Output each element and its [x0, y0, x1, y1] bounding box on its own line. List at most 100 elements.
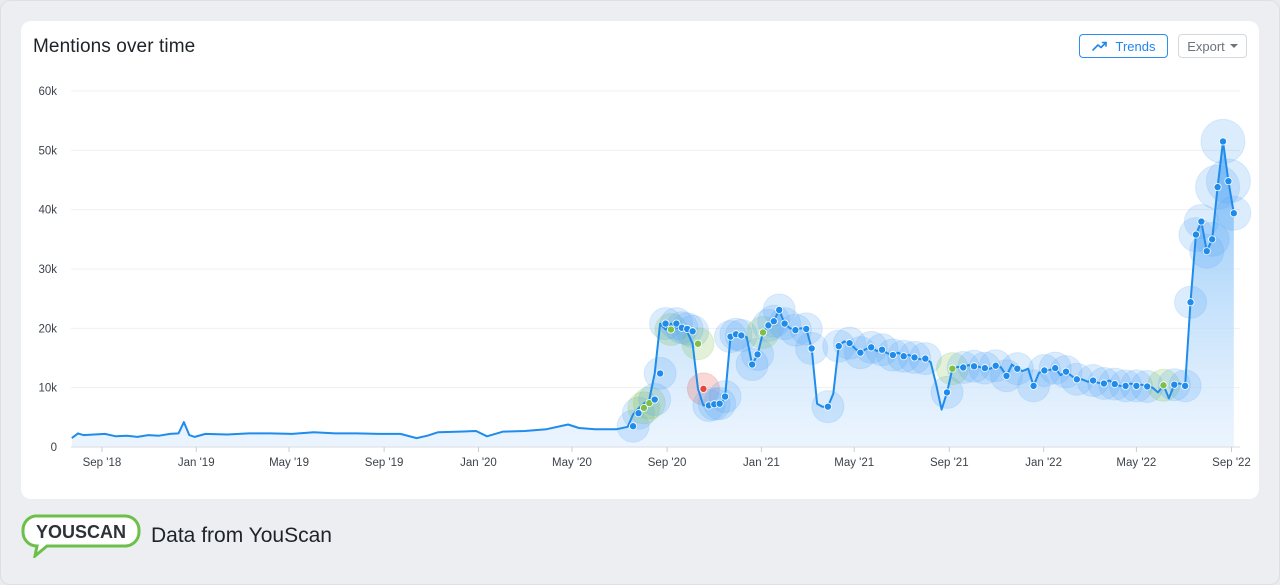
- y-tick-label: 40k: [38, 205, 57, 217]
- card-title: Mentions over time: [33, 36, 196, 57]
- data-point[interactable]: [737, 331, 746, 340]
- data-point[interactable]: [780, 319, 789, 328]
- data-point[interactable]: [959, 363, 968, 372]
- x-tick-label: Sep '18: [83, 457, 122, 469]
- data-point[interactable]: [634, 409, 643, 418]
- data-point[interactable]: [1062, 367, 1071, 376]
- data-point[interactable]: [1159, 381, 1168, 390]
- x-tick-label: May '21: [834, 457, 874, 469]
- data-point[interactable]: [802, 324, 811, 333]
- data-point[interactable]: [1224, 177, 1233, 186]
- data-point[interactable]: [694, 339, 703, 348]
- data-point[interactable]: [769, 317, 778, 326]
- mentions-chart: 0 10k 20k 30k 40k 50k 60k Sep '18 Jan '19 May '19…: [38, 86, 1252, 469]
- x-tick-label: Jan '22: [1025, 457, 1062, 469]
- data-point[interactable]: [888, 351, 897, 360]
- data-point[interactable]: [764, 321, 773, 330]
- caret-down-icon: [1229, 44, 1238, 48]
- data-point[interactable]: [1143, 382, 1152, 391]
- data-point[interactable]: [856, 348, 865, 357]
- data-point[interactable]: [834, 342, 843, 351]
- data-point[interactable]: [1089, 376, 1098, 385]
- data-point[interactable]: [1208, 235, 1217, 244]
- data-point[interactable]: [807, 344, 816, 353]
- data-point[interactable]: [970, 362, 979, 371]
- data-point[interactable]: [991, 361, 1000, 370]
- chart-grid: [71, 90, 1240, 389]
- data-point[interactable]: [775, 305, 784, 314]
- y-tick-label: 50k: [38, 145, 57, 157]
- x-tick-label: May '19: [269, 457, 309, 469]
- chart-bubbles: [616, 118, 1252, 443]
- data-point[interactable]: [1170, 380, 1179, 389]
- data-point[interactable]: [1029, 381, 1038, 390]
- footer: YOUSCAN Data from YouScan: [21, 514, 332, 558]
- data-point[interactable]: [758, 328, 767, 337]
- data-point[interactable]: [948, 364, 957, 373]
- data-point[interactable]: [980, 364, 989, 373]
- data-point[interactable]: [1132, 381, 1141, 390]
- y-tick-label: 20k: [38, 323, 57, 335]
- data-point[interactable]: [666, 325, 675, 334]
- data-point[interactable]: [1229, 209, 1238, 218]
- data-point[interactable]: [1051, 364, 1060, 373]
- data-point[interactable]: [656, 369, 665, 378]
- data-point[interactable]: [942, 388, 951, 397]
- data-point[interactable]: [699, 384, 708, 393]
- x-tick-label: May '22: [1116, 457, 1156, 469]
- y-tick-label: 60k: [38, 86, 57, 98]
- export-dropdown-label: Export: [1187, 38, 1225, 54]
- data-point[interactable]: [1191, 230, 1200, 239]
- data-point[interactable]: [1197, 217, 1206, 226]
- data-point[interactable]: [791, 326, 800, 335]
- data-point[interactable]: [1186, 298, 1195, 307]
- data-point[interactable]: [650, 395, 659, 404]
- data-point[interactable]: [721, 392, 730, 401]
- y-tick-label: 10k: [38, 383, 57, 395]
- x-tick-label: Sep '22: [1212, 457, 1251, 469]
- data-point[interactable]: [748, 360, 757, 369]
- data-point[interactable]: [845, 339, 854, 348]
- data-point[interactable]: [715, 399, 724, 408]
- data-point[interactable]: [1013, 364, 1022, 373]
- data-point[interactable]: [629, 422, 638, 431]
- export-dropdown[interactable]: Export: [1178, 34, 1247, 58]
- data-point[interactable]: [878, 345, 887, 354]
- data-point[interactable]: [1110, 380, 1119, 389]
- chart-dots: [629, 137, 1238, 431]
- youscan-logo: YOUSCAN: [21, 514, 141, 558]
- x-tick-label: Sep '20: [648, 457, 687, 469]
- x-tick-label: Sep '19: [365, 457, 404, 469]
- youscan-logo-text: YOUSCAN: [36, 522, 126, 542]
- y-tick-label: 0: [51, 442, 57, 454]
- data-point[interactable]: [1218, 137, 1227, 146]
- x-tick-label: Jan '20: [460, 457, 497, 469]
- x-tick-label: May '20: [552, 457, 592, 469]
- data-point[interactable]: [1072, 375, 1081, 384]
- x-tick-label: Jan '19: [178, 457, 215, 469]
- data-point[interactable]: [1099, 379, 1108, 388]
- data-point[interactable]: [1040, 366, 1049, 375]
- data-point[interactable]: [753, 350, 762, 359]
- data-source-text: Data from YouScan: [151, 524, 332, 547]
- x-tick-label: Sep '21: [930, 457, 969, 469]
- data-point[interactable]: [1002, 371, 1011, 380]
- trends-button-label: Trends: [1115, 38, 1156, 54]
- trend-line-icon: [1091, 41, 1107, 51]
- chart-axes: 0 10k 20k 30k 40k 50k 60k Sep '18 Jan '19 May '19…: [38, 86, 1250, 469]
- data-point[interactable]: [921, 354, 930, 363]
- data-point[interactable]: [867, 343, 876, 352]
- trends-button[interactable]: Trends: [1079, 34, 1168, 58]
- x-tick-label: Jan '21: [743, 457, 780, 469]
- data-point[interactable]: [899, 352, 908, 361]
- data-point[interactable]: [910, 353, 919, 362]
- data-point[interactable]: [823, 402, 832, 411]
- data-point[interactable]: [672, 319, 681, 328]
- data-point[interactable]: [1181, 381, 1190, 390]
- data-point[interactable]: [1121, 381, 1130, 390]
- data-point[interactable]: [639, 403, 648, 412]
- data-point[interactable]: [1213, 183, 1222, 192]
- data-point[interactable]: [661, 319, 670, 328]
- data-point[interactable]: [1202, 247, 1211, 256]
- data-point[interactable]: [688, 327, 697, 336]
